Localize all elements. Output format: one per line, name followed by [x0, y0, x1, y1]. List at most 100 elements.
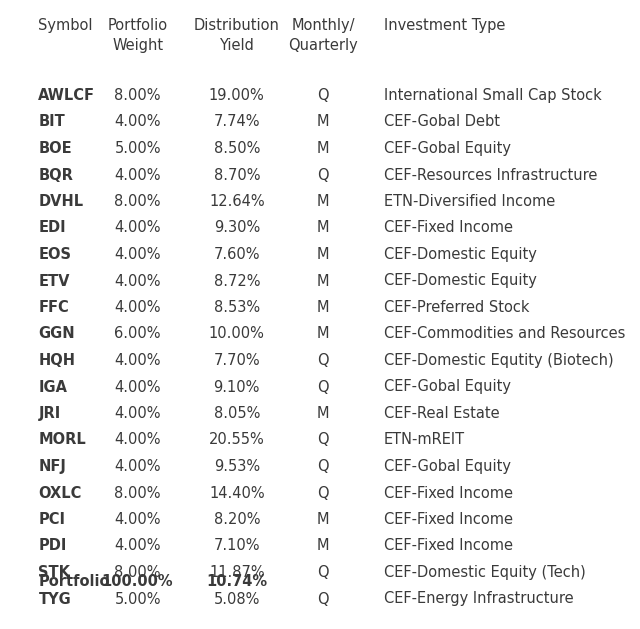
- Text: 4.00%: 4.00%: [115, 353, 161, 368]
- Text: M: M: [317, 300, 330, 315]
- Text: JRI: JRI: [38, 406, 61, 421]
- Text: TYG: TYG: [38, 591, 71, 606]
- Text: CEF-Commodities and Resources: CEF-Commodities and Resources: [384, 326, 625, 342]
- Text: 4.00%: 4.00%: [115, 406, 161, 421]
- Text: Distribution
Yield: Distribution Yield: [194, 18, 280, 53]
- Text: IGA: IGA: [38, 379, 67, 394]
- Text: CEF-Gobal Equity: CEF-Gobal Equity: [384, 379, 511, 394]
- Text: 8.05%: 8.05%: [214, 406, 260, 421]
- Text: CEF-Domestic Equtity (Biotech): CEF-Domestic Equtity (Biotech): [384, 353, 614, 368]
- Text: Q: Q: [317, 459, 329, 474]
- Text: 8.00%: 8.00%: [115, 194, 161, 209]
- Text: BQR: BQR: [38, 167, 73, 182]
- Text: 9.53%: 9.53%: [214, 459, 260, 474]
- Text: 8.00%: 8.00%: [115, 486, 161, 501]
- Text: 4.00%: 4.00%: [115, 221, 161, 235]
- Text: 4.00%: 4.00%: [115, 300, 161, 315]
- Text: 4.00%: 4.00%: [115, 114, 161, 130]
- Text: CEF-Domestic Equity: CEF-Domestic Equity: [384, 247, 537, 262]
- Text: 8.20%: 8.20%: [214, 512, 260, 527]
- Text: CEF-Fixed Income: CEF-Fixed Income: [384, 538, 513, 554]
- Text: Portfolio: Portfolio: [38, 574, 110, 589]
- Text: 4.00%: 4.00%: [115, 512, 161, 527]
- Text: 9.30%: 9.30%: [214, 221, 260, 235]
- Text: 8.72%: 8.72%: [214, 274, 260, 289]
- Text: ETV: ETV: [38, 274, 70, 289]
- Text: Q: Q: [317, 167, 329, 182]
- Text: CEF-Fixed Income: CEF-Fixed Income: [384, 221, 513, 235]
- Text: PDI: PDI: [38, 538, 67, 554]
- Text: 8.70%: 8.70%: [214, 167, 260, 182]
- Text: CEF-Gobal Equity: CEF-Gobal Equity: [384, 459, 511, 474]
- Text: 4.00%: 4.00%: [115, 247, 161, 262]
- Text: PCI: PCI: [38, 512, 65, 527]
- Text: Q: Q: [317, 379, 329, 394]
- Text: 5.00%: 5.00%: [115, 141, 161, 156]
- Text: 14.40%: 14.40%: [209, 486, 264, 501]
- Text: 10.00%: 10.00%: [209, 326, 265, 342]
- Text: NFJ: NFJ: [38, 459, 67, 474]
- Text: CEF-Energy Infrastructure: CEF-Energy Infrastructure: [384, 591, 573, 606]
- Text: 20.55%: 20.55%: [209, 433, 265, 447]
- Text: 11.87%: 11.87%: [209, 565, 264, 580]
- Text: CEF-Gobal Equity: CEF-Gobal Equity: [384, 141, 511, 156]
- Text: 8.53%: 8.53%: [214, 300, 260, 315]
- Text: M: M: [317, 274, 330, 289]
- Text: BIT: BIT: [38, 114, 65, 130]
- Text: OXLC: OXLC: [38, 486, 82, 501]
- Text: 7.10%: 7.10%: [214, 538, 260, 554]
- Text: CEF-Fixed Income: CEF-Fixed Income: [384, 486, 513, 501]
- Text: M: M: [317, 406, 330, 421]
- Text: 4.00%: 4.00%: [115, 433, 161, 447]
- Text: ETN-Diversified Income: ETN-Diversified Income: [384, 194, 556, 209]
- Text: Q: Q: [317, 486, 329, 501]
- Text: 4.00%: 4.00%: [115, 274, 161, 289]
- Text: CEF-Gobal Debt: CEF-Gobal Debt: [384, 114, 500, 130]
- Text: 7.60%: 7.60%: [214, 247, 260, 262]
- Text: M: M: [317, 326, 330, 342]
- Text: CEF-Resources Infrastructure: CEF-Resources Infrastructure: [384, 167, 597, 182]
- Text: EDI: EDI: [38, 221, 66, 235]
- Text: GGN: GGN: [38, 326, 75, 342]
- Text: 9.10%: 9.10%: [214, 379, 260, 394]
- Text: 4.00%: 4.00%: [115, 459, 161, 474]
- Text: 19.00%: 19.00%: [209, 88, 265, 103]
- Text: FFC: FFC: [38, 300, 69, 315]
- Text: BOE: BOE: [38, 141, 72, 156]
- Text: 4.00%: 4.00%: [115, 538, 161, 554]
- Text: M: M: [317, 194, 330, 209]
- Text: 4.00%: 4.00%: [115, 167, 161, 182]
- Text: EOS: EOS: [38, 247, 72, 262]
- Text: 5.08%: 5.08%: [214, 591, 260, 606]
- Text: 8.00%: 8.00%: [115, 565, 161, 580]
- Text: CEF-Fixed Income: CEF-Fixed Income: [384, 512, 513, 527]
- Text: Monthly/
Quarterly: Monthly/ Quarterly: [289, 18, 358, 53]
- Text: Symbol: Symbol: [38, 18, 93, 33]
- Text: Q: Q: [317, 353, 329, 368]
- Text: 7.74%: 7.74%: [214, 114, 260, 130]
- Text: 12.64%: 12.64%: [209, 194, 264, 209]
- Text: Q: Q: [317, 565, 329, 580]
- Text: Investment Type: Investment Type: [384, 18, 506, 33]
- Text: DVHL: DVHL: [38, 194, 84, 209]
- Text: CEF-Real Estate: CEF-Real Estate: [384, 406, 500, 421]
- Text: Q: Q: [317, 591, 329, 606]
- Text: ETN-mREIT: ETN-mREIT: [384, 433, 465, 447]
- Text: Portfolio
Weight: Portfolio Weight: [108, 18, 168, 53]
- Text: M: M: [317, 538, 330, 554]
- Text: M: M: [317, 247, 330, 262]
- Text: MORL: MORL: [38, 433, 86, 447]
- Text: Q: Q: [317, 88, 329, 103]
- Text: CEF-Preferred Stock: CEF-Preferred Stock: [384, 300, 529, 315]
- Text: M: M: [317, 114, 330, 130]
- Text: STK: STK: [38, 565, 70, 580]
- Text: 6.00%: 6.00%: [115, 326, 161, 342]
- Text: 5.00%: 5.00%: [115, 591, 161, 606]
- Text: M: M: [317, 512, 330, 527]
- Text: CEF-Domestic Equity (Tech): CEF-Domestic Equity (Tech): [384, 565, 586, 580]
- Text: Q: Q: [317, 433, 329, 447]
- Text: 4.00%: 4.00%: [115, 379, 161, 394]
- Text: 7.70%: 7.70%: [214, 353, 260, 368]
- Text: 100.00%: 100.00%: [102, 574, 173, 589]
- Text: AWLCF: AWLCF: [38, 88, 95, 103]
